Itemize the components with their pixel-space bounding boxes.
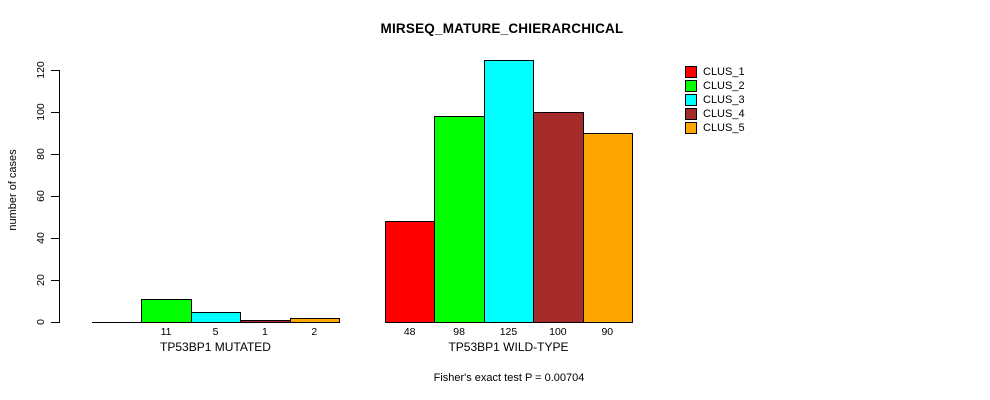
bar xyxy=(582,133,633,323)
bar xyxy=(141,298,192,323)
legend-item: CLUS_3 xyxy=(685,93,745,107)
y-tick-mark xyxy=(51,238,59,239)
legend-item: CLUS_1 xyxy=(685,65,745,79)
bar-value-label: 1 xyxy=(261,326,268,338)
bar xyxy=(289,317,340,323)
y-tick-label: 60 xyxy=(35,190,47,202)
y-tick-label: 120 xyxy=(35,61,47,79)
legend-swatch xyxy=(685,94,697,106)
bar xyxy=(190,311,242,323)
legend-item-label: CLUS_1 xyxy=(703,66,745,78)
bar xyxy=(385,221,436,323)
bar xyxy=(240,319,291,323)
bar-value-label: 125 xyxy=(499,326,518,338)
legend-item-label: CLUS_3 xyxy=(703,94,745,106)
legend: CLUS_1 CLUS_2 CLUS_3 CLUS_4 CLUS_5 xyxy=(685,65,745,135)
legend-item: CLUS_4 xyxy=(685,107,745,121)
legend-swatch xyxy=(685,122,697,134)
legend-item-label: CLUS_5 xyxy=(703,122,745,134)
y-tick-label: 40 xyxy=(35,232,47,244)
legend-item-label: CLUS_4 xyxy=(703,108,745,120)
y-tick-mark xyxy=(51,280,59,281)
bar xyxy=(483,59,535,323)
legend-item: CLUS_2 xyxy=(685,79,745,93)
y-tick-label: 80 xyxy=(35,148,47,160)
legend-swatch xyxy=(685,108,697,120)
y-axis-label: number of cases xyxy=(7,149,19,231)
bar-value-label: 2 xyxy=(311,326,318,338)
y-tick-label: 100 xyxy=(35,103,47,121)
chart-title: MIRSEQ_MATURE_CHIERARCHICAL xyxy=(380,21,624,36)
bar-value-label: 90 xyxy=(601,326,614,338)
group-label: TP53BP1 MUTATED xyxy=(160,340,271,354)
y-tick-label: 0 xyxy=(35,319,47,325)
bar-value-label: 5 xyxy=(212,326,219,338)
legend-item: CLUS_5 xyxy=(685,121,745,135)
y-tick-mark xyxy=(51,70,59,71)
caption-text: Fisher's exact test P = 0.00704 xyxy=(433,372,585,384)
bar-value-label: 98 xyxy=(453,326,465,338)
bar xyxy=(434,116,485,323)
group-label: TP53BP1 WILD-TYPE xyxy=(448,340,569,354)
legend-swatch xyxy=(685,80,697,92)
y-tick-mark xyxy=(51,322,59,323)
bar-value-label: 100 xyxy=(549,326,567,338)
legend-swatch xyxy=(685,66,697,78)
legend-item-label: CLUS_2 xyxy=(703,80,745,92)
y-tick-mark xyxy=(51,112,59,113)
y-tick-label: 20 xyxy=(35,274,47,286)
bar-value-label: 48 xyxy=(403,326,416,338)
y-axis-line xyxy=(59,70,60,323)
bar xyxy=(533,112,584,323)
bar-value-label: 11 xyxy=(160,326,172,338)
y-tick-mark xyxy=(51,154,59,155)
y-tick-mark xyxy=(51,196,59,197)
